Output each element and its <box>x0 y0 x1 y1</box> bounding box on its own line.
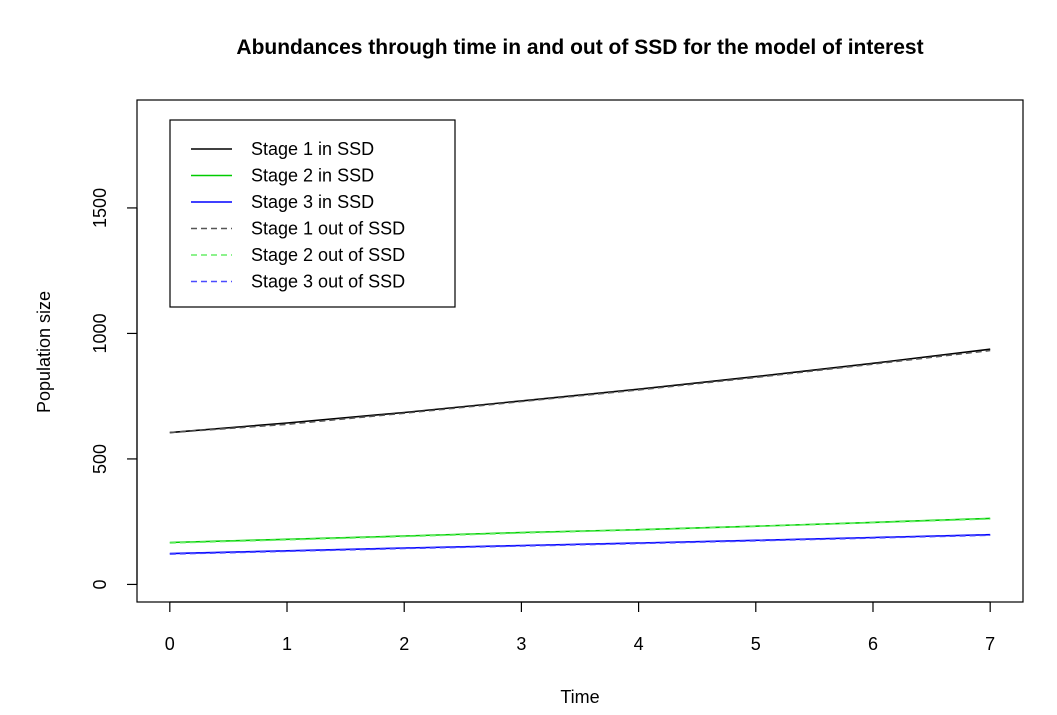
y-axis: 0 500 1000 1500 <box>90 188 138 589</box>
y-axis-label: Population size <box>34 291 54 413</box>
y-tick-label: 1500 <box>90 188 110 228</box>
legend: Stage 1 in SSD Stage 2 in SSD Stage 3 in S… <box>169 119 456 308</box>
legend-label-3: Stage 3 in SSD <box>251 192 374 212</box>
legend-label-2: Stage 2 in SSD <box>251 166 374 186</box>
y-tick-label: 500 <box>90 444 110 474</box>
series-layer <box>169 348 991 555</box>
y-tick-label: 1000 <box>90 313 110 353</box>
x-axis: 0 1 2 3 4 5 6 7 <box>165 601 995 654</box>
x-tick-label: 2 <box>399 634 409 654</box>
legend-label-1: Stage 1 in SSD <box>251 139 374 159</box>
x-tick-label: 4 <box>634 634 644 654</box>
x-tick-label: 6 <box>868 634 878 654</box>
series-line-5 <box>169 518 991 544</box>
x-tick-label: 1 <box>282 634 292 654</box>
x-tick-label: 3 <box>516 634 526 654</box>
series-line-6 <box>169 534 991 555</box>
x-tick-label: 7 <box>985 634 995 654</box>
chart-title: Abundances through time in and out of SS… <box>236 36 923 59</box>
legend-label-4: Stage 1 out of SSD <box>251 219 405 239</box>
legend-label-6: Stage 3 out of SSD <box>251 272 405 292</box>
x-axis-label: Time <box>560 687 599 707</box>
series-line-1 <box>169 348 991 434</box>
x-tick-label: 5 <box>751 634 761 654</box>
y-tick-label: 0 <box>90 579 110 589</box>
legend-box <box>169 119 456 308</box>
legend-label-5: Stage 2 out of SSD <box>251 245 405 265</box>
x-tick-label: 0 <box>165 634 175 654</box>
series-line-4 <box>169 349 991 434</box>
